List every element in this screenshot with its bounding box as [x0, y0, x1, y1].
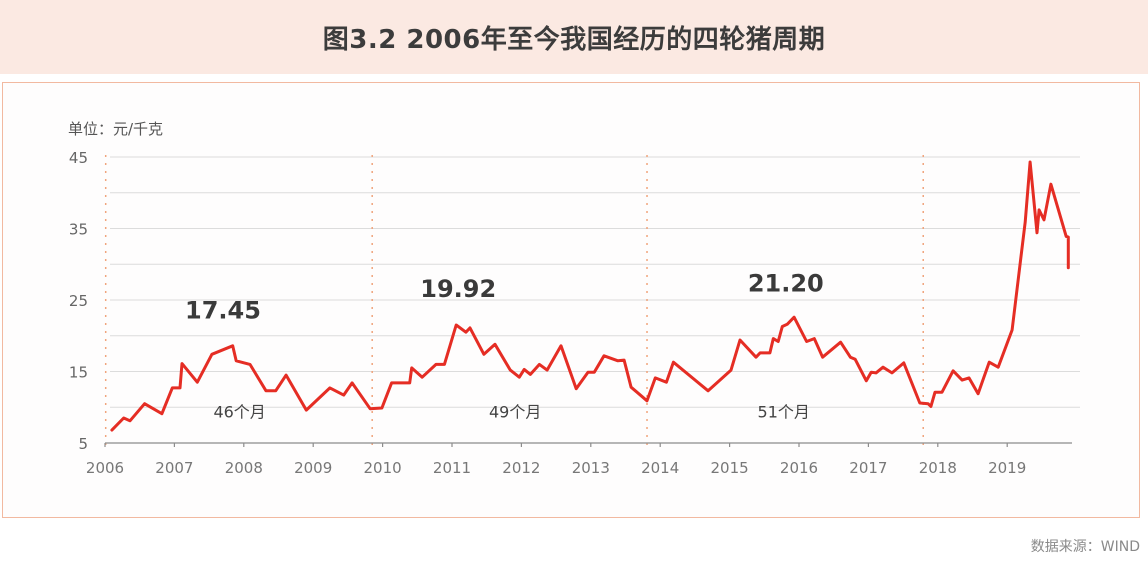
- chart-title: 图3.2 2006年至今我国经历的四轮猪周期: [322, 24, 826, 55]
- x-tick-label: 2015: [711, 459, 749, 477]
- cycle-duration-label: 51个月: [758, 402, 810, 421]
- data-source: 数据来源：WIND: [1030, 539, 1140, 555]
- title-band: [0, 0, 1148, 74]
- y-axis: 5 15 25 35 45: [69, 149, 88, 453]
- price-line: [110, 160, 1070, 432]
- x-tick-label: 2006: [86, 459, 124, 477]
- unit-label: 单位：元/千克: [68, 120, 164, 138]
- x-tick-label: 2014: [641, 459, 679, 477]
- y-tick-label: 5: [78, 435, 88, 453]
- peak-value-label: 19.92: [420, 275, 496, 303]
- x-tick-label: 2010: [364, 459, 402, 477]
- y-tick-label: 25: [69, 292, 88, 310]
- peak-value-label: 17.45: [185, 297, 261, 325]
- x-tick-label: 2018: [919, 459, 957, 477]
- x-tick-label: 2019: [988, 459, 1026, 477]
- x-tick-label: 2016: [780, 459, 818, 477]
- x-tick-label: 2011: [433, 459, 471, 477]
- cycle-duration-label: 46个月: [213, 402, 265, 421]
- cycle-duration-label: 49个月: [489, 402, 541, 421]
- price-series: [110, 160, 1070, 432]
- x-tick-label: 2012: [502, 459, 540, 477]
- y-tick-label: 15: [69, 364, 88, 382]
- y-tick-label: 45: [69, 149, 88, 167]
- annotations: 17.45 19.92 21.20 46个月 49个月 51个月: [185, 269, 824, 421]
- x-tick-label: 2013: [572, 459, 610, 477]
- peak-value-label: 21.20: [748, 269, 824, 297]
- y-tick-label: 35: [69, 221, 88, 239]
- x-tick-label: 2007: [155, 459, 193, 477]
- x-tick-label: 2017: [849, 459, 887, 477]
- x-tick-label: 2009: [294, 459, 332, 477]
- x-tick-label: 2008: [225, 459, 263, 477]
- x-axis: 2006 2007 2008 2009 2010 2011 2012 2013 2014 2015…: [86, 442, 1072, 477]
